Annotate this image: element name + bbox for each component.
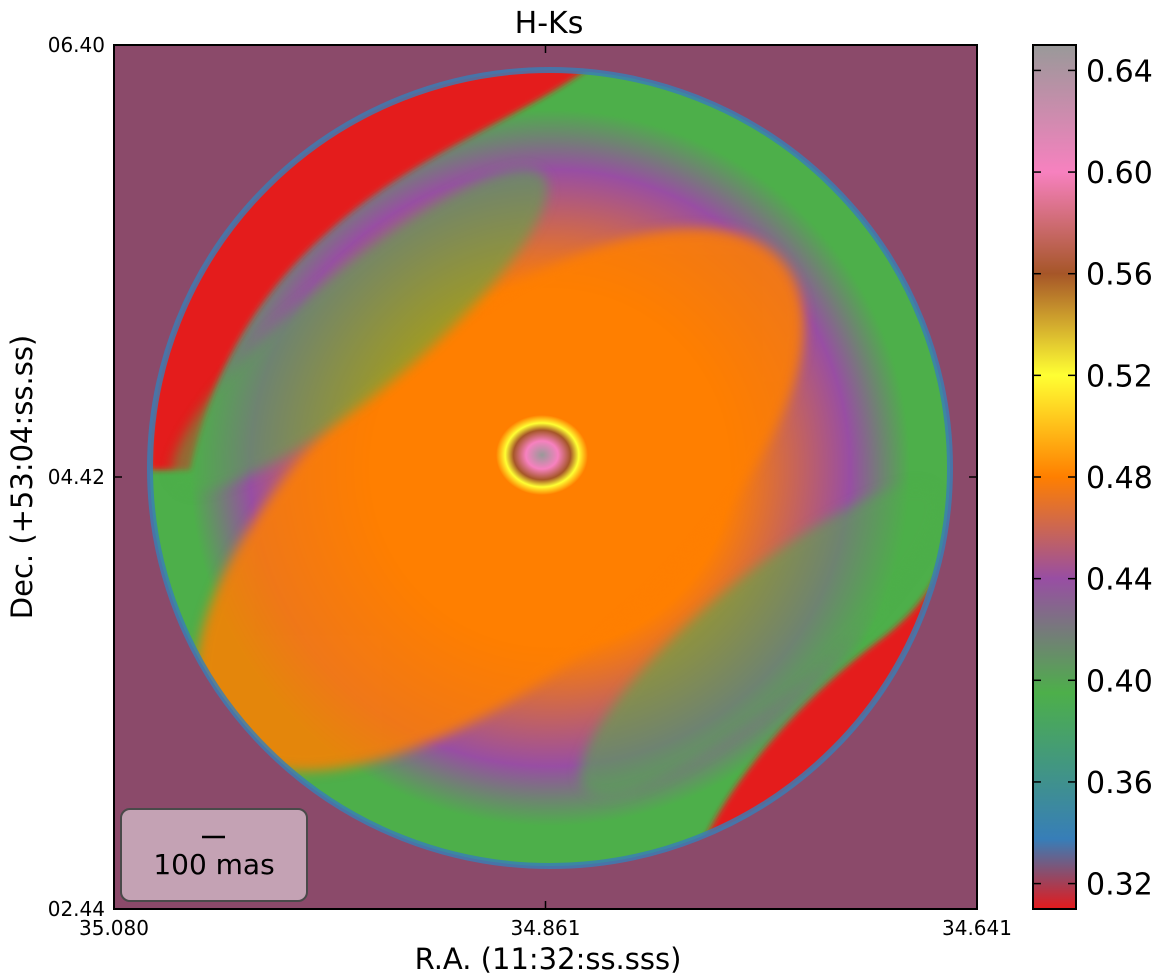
central-source xyxy=(496,415,588,495)
rim-lower-right xyxy=(700,540,950,850)
green-band-right xyxy=(579,485,941,795)
x-axis: 35.080 34.861 34.641 xyxy=(79,45,1012,940)
colorbar-tick-label: 0.60 xyxy=(1086,156,1153,191)
y-tick-label: 06.40 xyxy=(48,33,105,57)
y-axis: 06.40 04.42 02.44 xyxy=(48,33,977,921)
colorbar-ticks: 0.32 0.36 0.40 0.44 0.48 0.52 0.56 0.60 0.64 xyxy=(1033,54,1153,903)
scalebar: 100 mas xyxy=(120,808,308,902)
colorbar-tick-label: 0.64 xyxy=(1086,54,1153,89)
green-band-left xyxy=(172,169,548,491)
colorbar-tick-label: 0.40 xyxy=(1086,664,1153,699)
x-tick-label: 34.861 xyxy=(511,916,581,940)
colorbar-tick-label: 0.52 xyxy=(1086,359,1153,394)
scalebar-label: 100 mas xyxy=(153,848,274,881)
colorbar-tick-label: 0.56 xyxy=(1086,258,1153,293)
x-axis-label: R.A. (11:32:ss.sss) xyxy=(415,942,682,976)
y-axis-label: Dec. (+53:04:ss.ss) xyxy=(5,335,39,619)
y-tick-label: 02.44 xyxy=(48,897,105,921)
colorbar-tick-label: 0.32 xyxy=(1086,868,1153,903)
scalebar-box xyxy=(120,808,308,902)
y-tick-label: 04.42 xyxy=(48,465,105,489)
x-tick-label: 35.080 xyxy=(79,916,149,940)
chart-title: H-Ks xyxy=(515,6,584,41)
plot-area xyxy=(114,45,977,909)
disk-edge xyxy=(147,67,953,869)
colorbar-tick-label: 0.44 xyxy=(1086,563,1153,598)
colorbar-tick-label: 0.36 xyxy=(1086,766,1153,801)
colorbar: 0.32 0.36 0.40 0.44 0.48 0.52 0.56 0.60 0.64 xyxy=(1032,44,1153,910)
disk-image xyxy=(147,67,953,869)
x-tick-label: 34.641 xyxy=(942,916,1012,940)
warm-band xyxy=(196,228,804,772)
colorbar-tick-label: 0.48 xyxy=(1086,461,1153,496)
